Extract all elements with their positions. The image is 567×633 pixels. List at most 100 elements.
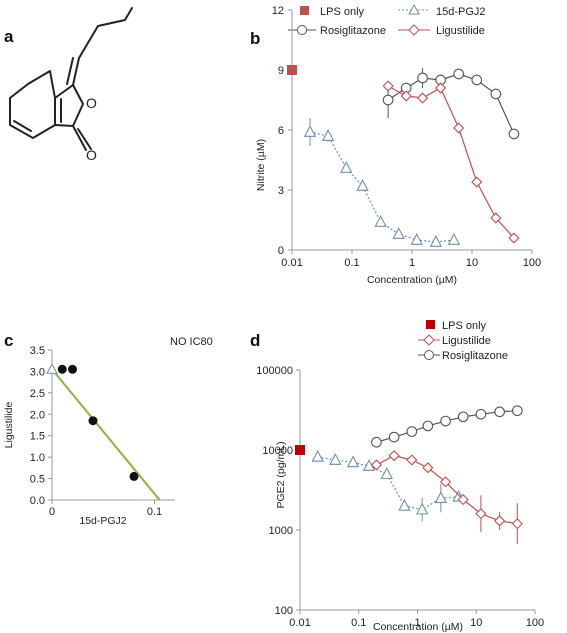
d-y-tick-label: 1000 — [269, 525, 293, 537]
b-y-tick-label: 12 — [272, 5, 284, 17]
b-point-ligustilide — [382, 80, 394, 92]
b-legend: LPS only 15d-PGJ2 Rosiglitazone Ligustil… — [288, 3, 486, 37]
panel-label-c: c — [4, 331, 13, 350]
structure-atom-o1: O — [86, 95, 97, 111]
structure-lactone-ring — [54, 84, 84, 127]
b-point-ligustilide — [400, 90, 412, 102]
d-point-15d-pgj2 — [380, 467, 393, 479]
d-point-rosiglitazone — [388, 431, 400, 443]
d-y-tick-label: 100 — [275, 605, 293, 617]
panel-b-nitrite-chart: Nitrite (µM) Concentration (µM) LPS only… — [255, 3, 486, 286]
d-point-ligustilide — [494, 515, 506, 527]
b-point-15d-pgj2 — [303, 125, 317, 137]
d-point-ligustilide — [406, 454, 418, 466]
b-point-lps-only — [287, 65, 297, 75]
b-point-ligustilide — [435, 82, 447, 94]
legend-label-pgj: 15d-PGJ2 — [436, 6, 486, 18]
d-point-15d-pgj2 — [415, 502, 429, 515]
d-x-tick-label: 100 — [526, 617, 544, 629]
d-y-tick-label: 10000 — [262, 445, 293, 457]
d-legend: LPS only Ligustilide Rosiglitazone — [418, 320, 508, 362]
c-x-tick-label: 0 — [49, 506, 55, 518]
structure-butylidene — [72, 7, 133, 86]
legend-marker-pgj — [408, 3, 420, 15]
d-y-tick-label: 100000 — [256, 365, 293, 377]
d-point-rosiglitazone — [406, 426, 418, 437]
structure-carbonyl-2 — [77, 128, 92, 150]
b-x-tick-label: 0.01 — [281, 257, 302, 269]
d-point-rosiglitazone — [475, 408, 487, 420]
c-y-tick-label: 2.0 — [30, 409, 45, 421]
c-data-point — [88, 416, 98, 426]
c-y-tick-label: 3.5 — [30, 345, 45, 357]
legend-marker-lig — [408, 24, 420, 36]
b-x-tick-label: 100 — [523, 257, 541, 269]
b-point-15d-pgj2 — [392, 227, 405, 239]
b-point-ligustilide — [471, 176, 483, 188]
d-point-ligustilide — [475, 508, 487, 520]
b-y-axis-label: Nitrite (µM) — [255, 139, 267, 191]
legend-label-lig: Ligustilide — [442, 335, 491, 347]
c-y-axis-label: Ligustilide — [3, 401, 15, 448]
panel-label-d: d — [250, 331, 260, 350]
c-isobole-line — [51, 368, 161, 501]
legend-label-rosi: Rosiglitazone — [320, 25, 386, 37]
structure-double-bond-ring — [13, 120, 32, 132]
legend-label-lps: LPS only — [442, 320, 487, 332]
b-point-15d-pgj2 — [429, 235, 443, 247]
c-data-point — [57, 364, 67, 374]
b-point-15d-pgj2 — [339, 161, 353, 173]
legend-label-lig: Ligustilide — [436, 25, 485, 37]
b-point-rosiglitazone — [382, 94, 394, 106]
b-y-tick-label: 9 — [278, 65, 284, 77]
b-x-tick-label: 0.1 — [344, 257, 359, 269]
b-series-line-15d-pgj2 — [309, 131, 455, 243]
d-x-tick-label: 0.1 — [351, 617, 366, 629]
d-point-rosiglitazone — [457, 411, 469, 423]
b-point-ligustilide — [416, 92, 429, 104]
c-y-tick-label: 0.0 — [30, 495, 45, 507]
structure-hex-ring — [9, 70, 56, 139]
b-point-15d-pgj2 — [356, 179, 369, 191]
c-x-tick-label: 0.1 — [147, 506, 162, 518]
legend-marker-lps — [300, 6, 309, 15]
ligustilide-structure — [9, 7, 133, 151]
d-point-rosiglitazone — [371, 436, 382, 448]
c-chart-title: NO IC80 — [170, 336, 213, 348]
c-y-tick-label: 3.0 — [30, 366, 45, 378]
b-point-ligustilide — [453, 122, 465, 134]
b-point-rosiglitazone — [471, 74, 483, 86]
legend-marker-lig — [423, 334, 435, 346]
d-x-tick-label: 1 — [414, 617, 420, 629]
d-point-15d-pgj2 — [311, 449, 324, 462]
c-y-tick-label: 1.0 — [30, 452, 45, 464]
b-point-ligustilide — [508, 232, 520, 244]
panel-d-pge2-chart: PGE2 (pg/mL) Concentration (µM) LPS only… — [275, 320, 508, 633]
d-point-ligustilide — [422, 462, 434, 474]
structure-atom-o2: O — [86, 147, 97, 163]
b-x-tick-label: 1 — [409, 257, 415, 269]
c-y-tick-label: 2.5 — [30, 388, 45, 400]
d-point-15d-pgj2 — [346, 455, 360, 468]
legend-label-rosi: Rosiglitazone — [442, 350, 508, 362]
d-point-ligustilide — [511, 518, 523, 530]
d-point-lps-only — [295, 445, 305, 455]
panel-c-isobologram: NO IC80 Ligustilide 15d-PGJ2 — [3, 336, 213, 527]
d-point-15d-pgj2 — [434, 491, 448, 504]
d-point-ligustilide — [370, 459, 383, 471]
b-x-axis-label: Concentration (µM) — [367, 274, 457, 286]
b-y-tick-label: 3 — [278, 185, 284, 197]
b-point-ligustilide — [490, 212, 502, 224]
d-x-tick-label: 10 — [470, 617, 482, 629]
b-y-tick-label: 0 — [278, 245, 284, 257]
d-point-rosiglitazone — [494, 406, 505, 418]
d-point-rosiglitazone — [511, 405, 523, 417]
b-y-tick-label: 6 — [278, 125, 284, 137]
c-axis-marker-triangle — [46, 363, 58, 374]
b-point-rosiglitazone — [508, 128, 520, 140]
legend-marker-rosi — [297, 25, 307, 35]
c-data-point — [68, 364, 77, 374]
panel-label-b: b — [250, 29, 260, 48]
